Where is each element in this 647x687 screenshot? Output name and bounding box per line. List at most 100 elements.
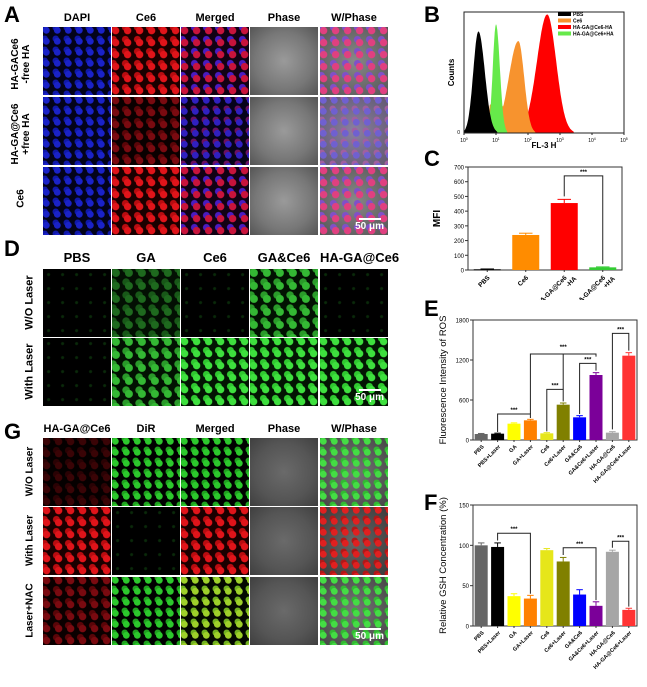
y-axis-title: Relative GSH Concentration (%): [438, 497, 449, 634]
bar-ga-ce6: [573, 417, 587, 440]
bar-pbs: [474, 545, 488, 626]
panel-label-g: G: [4, 419, 22, 444]
legend-label: HA-GA@Ce6-HA: [573, 25, 613, 31]
y-tick-label: 1800: [456, 319, 470, 325]
micrograph-tile: [112, 507, 180, 575]
bar-ga-ce6: [573, 594, 587, 626]
scale-bar-label: 50 μm: [355, 392, 384, 403]
micrograph-tile: [43, 438, 111, 506]
x-tick-label: Ce6: [540, 444, 551, 455]
column-header: W/Phase: [331, 12, 377, 24]
micrograph-tile: [320, 438, 388, 506]
y-axis-title: Counts: [447, 58, 456, 86]
column-header: PBS: [63, 250, 91, 265]
legend-swatch: [558, 25, 571, 29]
y-tick-label: 0: [466, 625, 470, 631]
micrograph-tile: [250, 27, 318, 95]
bar-pbs-laser: [491, 546, 505, 626]
plot-frame: [472, 319, 638, 441]
legend-swatch: [558, 18, 571, 23]
legend-label: HA-GA@Ce6+HA: [573, 32, 614, 38]
column-header: HA-GA@Ce6: [43, 423, 111, 435]
x-axis-title: FL-3 H: [532, 141, 557, 150]
bar-pbs: [473, 269, 501, 271]
micrograph-tile: [250, 438, 318, 506]
x-tick-label: PBS: [473, 630, 485, 642]
significance-bracket: [546, 388, 564, 432]
micrograph-tile: 50 μm: [320, 577, 388, 645]
column-header: Phase: [267, 12, 301, 24]
row-label: W/O Laser: [24, 446, 36, 497]
row-label: Laser+NAC: [24, 583, 36, 638]
legend-swatch: [558, 12, 571, 16]
significance-label: ***: [510, 527, 518, 533]
micrograph-tile: [181, 167, 249, 235]
micrograph-tile: 50 μm: [320, 338, 388, 406]
scale-bar: 50 μm: [355, 628, 384, 642]
micrograph-tile: [112, 167, 180, 235]
scale-bar: 50 μm: [355, 389, 384, 403]
micrograph-tile: [181, 577, 249, 645]
y-tick-label: 600: [454, 180, 465, 186]
x-tick-label: Ce6: [540, 630, 551, 641]
panel-label-f: F: [424, 490, 438, 515]
row-label: With Laser: [24, 514, 36, 567]
micrograph-tile: 50 μm: [320, 167, 388, 235]
column-header: Merged: [195, 12, 235, 24]
scale-bar-line: [358, 218, 381, 220]
column-header: DiR: [136, 423, 156, 435]
histogram-black-pbs: [464, 31, 498, 133]
micrograph-tile: [112, 438, 180, 506]
panel-label-a: A: [4, 2, 20, 27]
micrograph-tile: [320, 97, 388, 165]
column-header: Ce6: [203, 250, 227, 265]
x-tick-label: GA: [508, 630, 518, 640]
significance-bracket: [497, 413, 531, 432]
bar-ga: [507, 596, 521, 626]
bar-ce6: [512, 234, 540, 270]
row-label-line: Ce6: [15, 189, 27, 208]
micrograph-tile: [43, 269, 111, 337]
y-tick-label: 200: [454, 239, 465, 245]
micrograph-tile: [181, 269, 249, 337]
significance-label: ***: [584, 357, 592, 363]
y-tick-label: 100: [454, 254, 465, 260]
bar-ga-ce6-laser: [589, 375, 603, 440]
row-label-line: HA-GA@Ce6: [10, 103, 21, 165]
row-label-line: -free HA: [21, 44, 32, 84]
row-label: Ce6: [16, 164, 27, 234]
legend-swatch: [558, 31, 571, 36]
micrograph-tile: [112, 27, 180, 95]
significance-bracket: [611, 540, 630, 607]
micrograph-tile: [43, 577, 111, 645]
histogram-red-ha-ga-ce6-minus-ha: [516, 14, 575, 133]
micrograph-tile: [181, 438, 249, 506]
micrograph-tile: [43, 27, 111, 95]
significance-label: ***: [560, 345, 568, 351]
significance-label: ***: [617, 327, 625, 333]
micrograph-tile: [250, 167, 318, 235]
bar-pbs-laser: [491, 433, 505, 440]
micrograph-tile: [43, 338, 111, 406]
y-tick-label: 500: [454, 195, 465, 201]
row-label-line: +free HA: [21, 113, 32, 155]
y-tick-label: 150: [459, 504, 470, 510]
legend-label: Ce6: [573, 19, 582, 25]
bar-ha-ga-ce6-laser: [622, 355, 636, 440]
micrograph-tile: [112, 97, 180, 165]
scale-bar-label: 50 μm: [355, 221, 384, 232]
significance-bracket: [497, 532, 531, 594]
micrograph-tile: [112, 269, 180, 337]
micrograph-tile: [250, 577, 318, 645]
y-axis-title: Fluorescence Intensity of ROS: [438, 316, 449, 445]
y-tick-label: 300: [454, 224, 465, 230]
panel-label-c: C: [424, 146, 440, 171]
bar-ha-ga-ce6-ha: [550, 203, 578, 270]
bar-pbs: [474, 434, 488, 440]
significance-label: ***: [510, 408, 518, 414]
micrograph-tile: [43, 97, 111, 165]
plot-frame: [472, 504, 638, 627]
bar-ga: [507, 423, 521, 440]
scale-bar-line: [358, 389, 381, 391]
